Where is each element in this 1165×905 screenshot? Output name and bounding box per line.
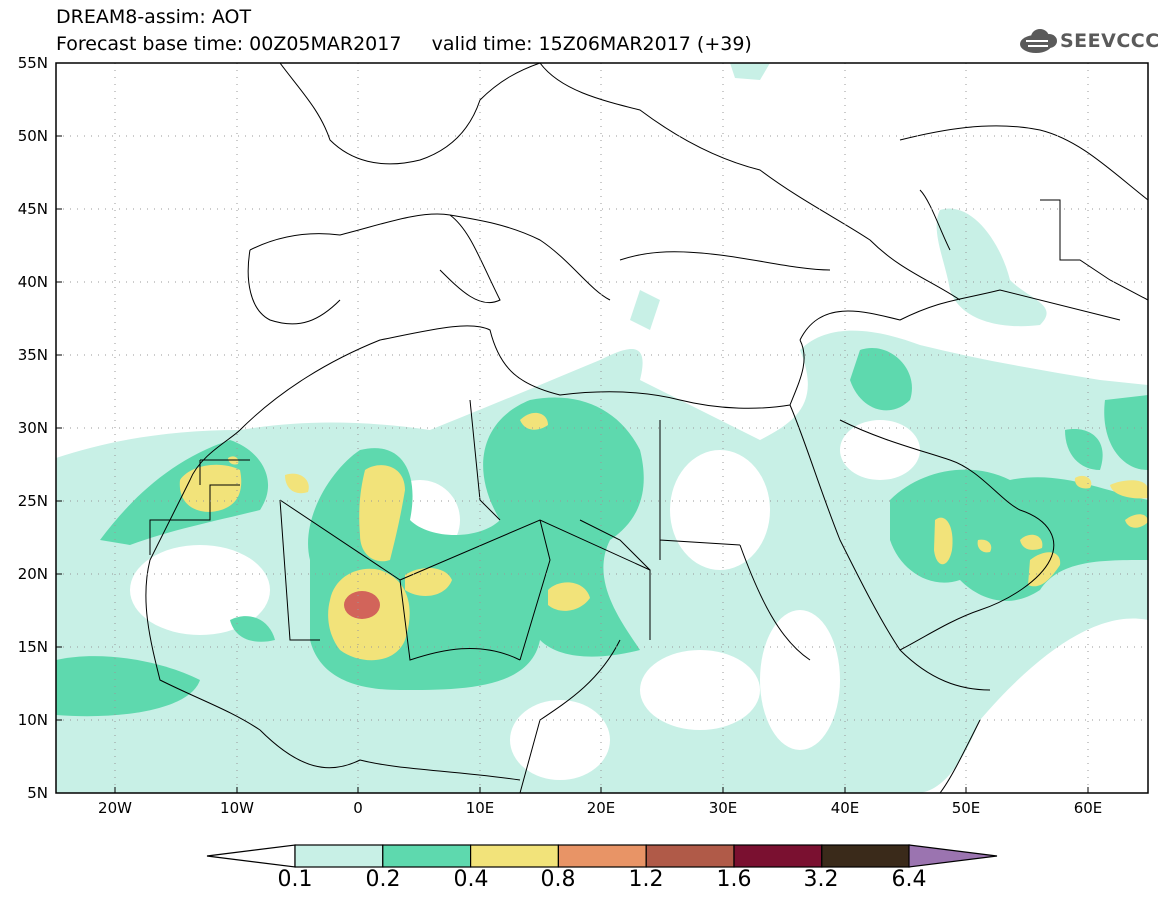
colorbar-tick-label: 0.8 [540,867,576,892]
cloud-icon [1020,29,1057,53]
x-tick-label: 10W [220,799,254,817]
x-tick-label: 60E [1073,799,1103,817]
y-tick-label: 30N [17,419,48,437]
y-tick-label: 35N [17,346,48,364]
logo-text: SEEVCCC [1060,30,1160,52]
colorbar-tick-label: 0.1 [277,867,313,892]
x-tick-label: 30E [708,799,738,817]
colorbar-tick-label: 0.4 [453,867,489,892]
x-tick-label: 10E [465,799,495,817]
axis-ticks [56,62,1089,794]
chart-title: DREAM8-assim: AOT [56,6,252,28]
y-tick-label: 40N [17,273,48,291]
x-tick-label: 20E [586,799,616,817]
colorbar-tick-label: 1.6 [716,867,752,892]
forecast-time-label: Forecast base time: 00Z05MAR2017 valid t… [56,33,752,55]
y-tick-label: 45N [17,200,48,218]
graticule [56,63,1148,793]
y-tick-label: 5N [27,784,48,802]
aot-band-0.8 [344,591,380,619]
y-tick-label: 15N [17,638,48,656]
x-tick-label: 0 [353,799,363,817]
y-tick-label: 50N [17,127,48,145]
y-tick-label: 10N [17,711,48,729]
colorbar-tick-label: 0.2 [365,867,401,892]
x-tick-label: 50E [951,799,981,817]
colorbar-tick-label: 1.2 [628,867,664,892]
y-tick-label: 25N [17,492,48,510]
colorbar-tick-label: 3.2 [803,867,839,892]
aot-band-clear [130,420,1148,780]
y-tick-label: 55N [17,54,48,72]
colorbar-tick-label: 6.4 [891,867,927,892]
coastlines [145,63,1148,793]
x-tick-label: 20W [98,799,132,817]
x-tick-label: 40E [830,799,860,817]
y-tick-label: 20N [17,565,48,583]
